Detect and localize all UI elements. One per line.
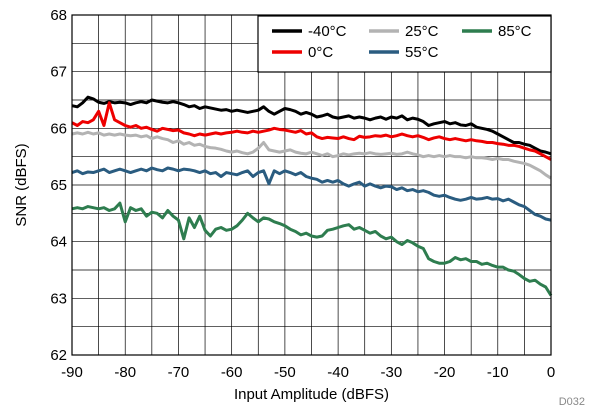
legend-label: 25°C xyxy=(405,23,439,40)
series-line xyxy=(71,95,552,156)
legend-label: 0°C xyxy=(308,44,333,61)
x-tick-label: -50 xyxy=(274,364,296,381)
x-tick-label: -90 xyxy=(61,364,83,381)
legend: -40°C 0°C 25°C 55°C 85°C xyxy=(257,15,552,73)
legend-label: 85°C xyxy=(498,23,532,40)
legend-label: 55°C xyxy=(405,44,439,61)
y-tick-label: 64 xyxy=(50,234,67,251)
x-tick-label: -70 xyxy=(168,364,190,381)
x-tick-label: -60 xyxy=(221,364,243,381)
x-tick-label: -20 xyxy=(434,364,456,381)
y-tick-label: 62 xyxy=(50,347,67,364)
y-tick-label: 66 xyxy=(50,120,67,137)
legend-label: -40°C xyxy=(308,23,347,40)
series-line xyxy=(71,101,552,161)
y-tick-labels: 62 63 64 65 66 67 68 xyxy=(50,7,67,364)
y-tick-label: 63 xyxy=(50,290,67,307)
legend-box xyxy=(257,15,552,73)
y-tick-label: 68 xyxy=(50,7,67,24)
x-tick-label: -40 xyxy=(327,364,349,381)
x-tick-labels: -90 -80 -70 -60 -50 -40 -30 -20 -10 0 xyxy=(61,364,555,381)
plot-frame xyxy=(71,14,552,356)
x-tick-label: 0 xyxy=(547,364,555,381)
y-axis-title: SNR (dBFS) xyxy=(13,143,30,226)
x-tick-label: -10 xyxy=(487,364,509,381)
y-tick-label: 65 xyxy=(50,177,67,194)
series-line xyxy=(71,166,552,222)
figure-id: D032 xyxy=(559,396,585,408)
series-layer xyxy=(71,95,553,297)
series-line xyxy=(71,130,552,180)
x-tick-label: -80 xyxy=(114,364,136,381)
x-axis-title: Input Amplitude (dBFS) xyxy=(234,386,389,403)
x-tick-label: -30 xyxy=(380,364,402,381)
y-tick-label: 67 xyxy=(50,64,67,81)
series-line xyxy=(71,201,553,297)
